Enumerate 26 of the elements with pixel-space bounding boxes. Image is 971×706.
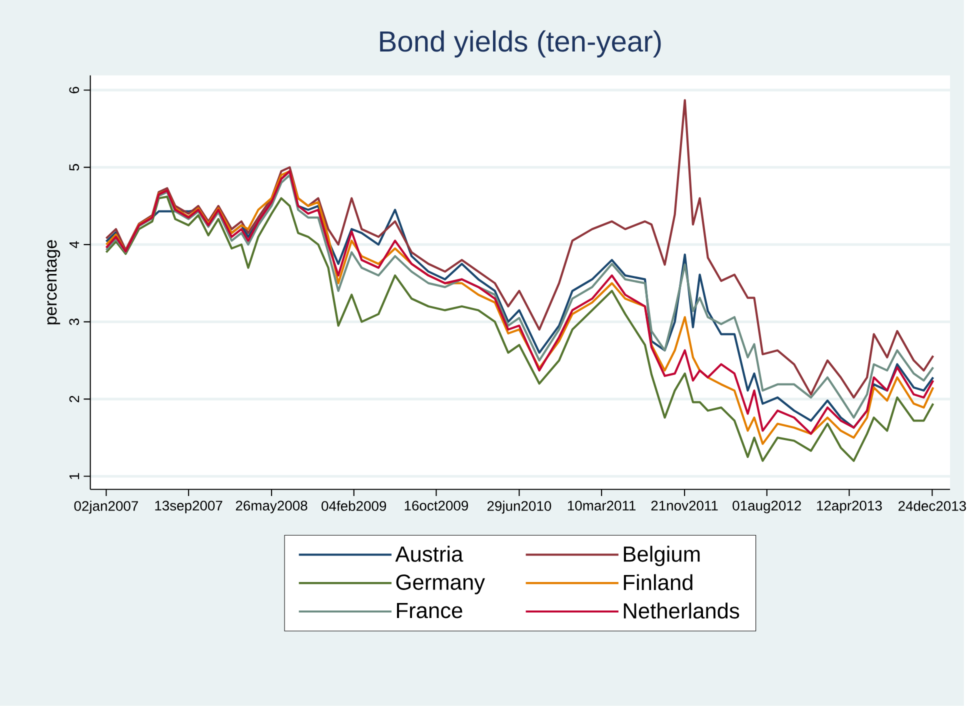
- legend-label: France: [397, 603, 462, 618]
- x-tick-label: 01aug2012: [732, 500, 801, 514]
- x-tick-label: 12apr2013: [817, 500, 882, 514]
- x-tick-label: 24dec2013: [898, 500, 966, 512]
- chart-title: Bond yields (ten-year): [380, 30, 661, 58]
- legend-label: Belgium: [624, 546, 700, 566]
- y-tick-label: 6: [69, 86, 80, 94]
- line-series: [105, 99, 934, 399]
- x-tick-label: 21nov2011: [651, 500, 718, 511]
- y-tick-label: 5: [69, 164, 80, 171]
- legend-label: Austria: [395, 546, 464, 562]
- x-tick-label: 26may2008: [236, 500, 308, 514]
- y-tick-label: 2: [69, 396, 80, 402]
- x-tick-label: 29jun2010: [487, 500, 552, 514]
- legend-label: Germany: [396, 574, 485, 594]
- y-axis-title: percentage: [45, 240, 60, 324]
- x-tick-label: 16oct2009: [404, 500, 468, 511]
- legend-label: Netherlands: [624, 602, 740, 619]
- y-tick-label: 4: [70, 241, 80, 248]
- y-tick-label: 3: [69, 318, 80, 326]
- x-tick-label: 04feb2009: [322, 500, 386, 512]
- x-tick-label: 02jan2007: [74, 500, 138, 514]
- x-tick-label: 13sep2007: [155, 500, 222, 514]
- legend-label: Finland: [624, 574, 692, 590]
- x-tick-label: 10mar2011: [568, 500, 636, 511]
- y-tick-label: 1: [70, 473, 80, 480]
